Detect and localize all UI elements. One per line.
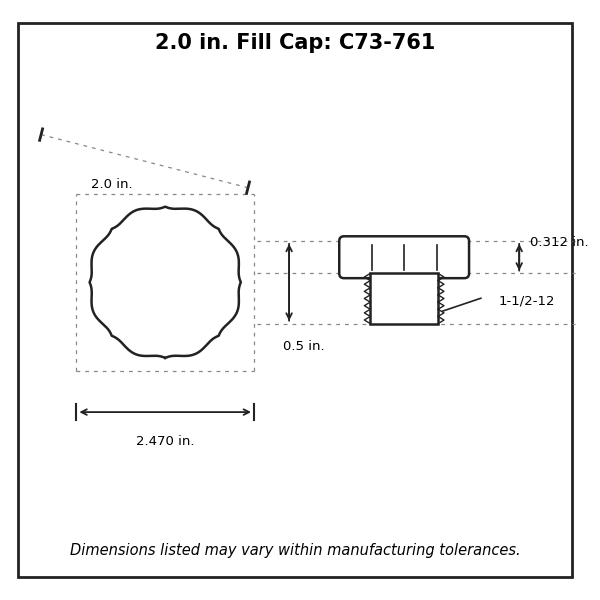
Text: 1-1/2-12: 1-1/2-12 [499,295,555,308]
FancyBboxPatch shape [17,23,572,577]
FancyBboxPatch shape [339,236,469,278]
Text: 2.470 in.: 2.470 in. [136,434,194,448]
Bar [370,274,438,323]
Text: 2.0 in.: 2.0 in. [91,178,133,191]
Text: Dimensions listed may vary within manufacturing tolerances.: Dimensions listed may vary within manufa… [70,543,520,558]
Text: 0.312 in.: 0.312 in. [530,236,589,249]
Text: 2.0 in. Fill Cap: C73-761: 2.0 in. Fill Cap: C73-761 [155,34,435,53]
Text: 0.5 in.: 0.5 in. [283,340,325,353]
